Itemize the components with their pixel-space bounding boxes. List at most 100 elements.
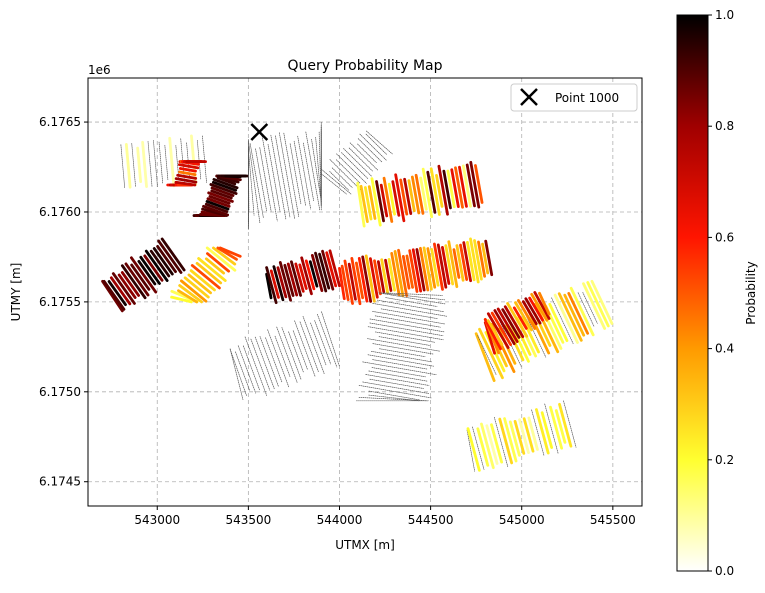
flight-line-point-series (276, 266, 288, 299)
flight-line-point-series (518, 418, 530, 454)
flight-line-point-series (540, 411, 554, 449)
flight-line-point-series (375, 331, 436, 343)
flight-line-point-series (210, 186, 235, 197)
flight-line-point-series (367, 338, 441, 352)
flight-line-point-series (354, 261, 365, 300)
flight-line-point-series (300, 256, 313, 296)
flight-line-point-series (442, 169, 452, 210)
flight-line-point-series (147, 141, 153, 187)
flight-line-point-series (170, 295, 193, 304)
flight-line-point-series (375, 180, 385, 223)
flight-line-point-series (411, 248, 423, 293)
colorbar-tick-label: 0.4 (715, 342, 734, 356)
flight-line-point-series (357, 138, 383, 163)
flight-line-point-series (372, 303, 448, 317)
flight-line-point-series (120, 264, 147, 300)
flight-line-point-series (357, 257, 369, 303)
flight-line-point-series (209, 183, 238, 195)
x-tick-label: 544500 (408, 513, 454, 527)
flight-line-point-series (348, 147, 373, 172)
flight-line-point-series (469, 237, 480, 284)
y-tick-label: 6.1760 (39, 205, 81, 219)
flight-line-point-series (517, 299, 537, 330)
flight-line-point-series (454, 166, 464, 209)
flight-line-point-series (283, 132, 300, 217)
flight-line-point-series (397, 248, 409, 297)
flight-line-point-series (255, 148, 268, 212)
flight-line-point-series (514, 301, 533, 332)
flight-line-point-series (549, 405, 564, 450)
flight-line-point-series (343, 148, 373, 177)
flight-line-point-series (107, 280, 127, 307)
flight-line-point-series (141, 140, 148, 188)
flight-line-point-series (493, 309, 516, 346)
flight-line-point-series (149, 249, 171, 278)
flight-line-point-series (314, 320, 332, 365)
flight-line-point-series (272, 265, 285, 302)
flight-line-point-series (206, 252, 231, 273)
flight-line-point-series (530, 292, 549, 322)
flight-line-point-series (368, 370, 428, 382)
legend-box (510, 83, 638, 112)
flight-line-point-series (527, 416, 539, 451)
flight-line-point-series (130, 256, 158, 294)
flight-line-point-series (267, 329, 290, 388)
flight-line-point-series (477, 240, 487, 278)
chart-title: Query Probability Map (288, 58, 443, 74)
flight-line-point-series (582, 282, 607, 330)
flight-line-point-series (558, 402, 573, 448)
flight-line-point-series (208, 194, 231, 205)
flight-line-point-series (216, 246, 238, 261)
flight-line-point-series (382, 176, 394, 223)
flight-line-point-series (229, 348, 244, 400)
flight-line-point-series (393, 250, 405, 298)
flight-line-point-series (590, 279, 614, 325)
flight-line-point-series (275, 135, 291, 218)
flight-line-point-series (483, 318, 502, 351)
flight-line-point-series (362, 361, 437, 376)
flight-line-point-series (299, 321, 319, 373)
flight-line-point-series (577, 292, 595, 328)
flight-line-point-series (414, 173, 425, 215)
flight-line-point-series (465, 163, 476, 208)
flight-line-point-series (235, 351, 250, 391)
flight-line-point-series (205, 246, 237, 272)
flight-line-point-series (435, 174, 444, 208)
flight-line-point-series (508, 420, 521, 457)
flight-line-point-series (242, 345, 260, 391)
flight-line-point-series (369, 378, 424, 389)
flight-line-point-series (294, 262, 305, 293)
flight-line-point-series (210, 189, 233, 200)
flight-line-point-series (554, 409, 567, 444)
flight-line-point-series (407, 179, 416, 213)
flight-line-point-series (369, 322, 444, 337)
flight-line-point-series (117, 273, 137, 299)
flight-line-point-series (136, 146, 143, 184)
flight-line-point-series (359, 133, 387, 161)
flight-line-point-series (101, 279, 124, 313)
flight-line-point-series (374, 315, 441, 328)
flight-line-point-series (359, 184, 369, 223)
flight-line-point-series (204, 202, 229, 214)
flight-line-point-series (387, 182, 396, 216)
flight-line-point-series (294, 320, 316, 377)
flight-line-point-series (369, 318, 445, 333)
colorbar-gradient (676, 14, 709, 572)
flight-line-point-series (405, 254, 414, 289)
colorbar-tick-label: 0.0 (715, 564, 734, 578)
flight-line-point-series (314, 251, 328, 293)
flight-line-point-series (415, 248, 426, 292)
flight-line-point-series (462, 241, 472, 283)
flight-line-point-series (176, 173, 198, 180)
x-axis-label: UTMX [m] (335, 538, 395, 552)
flight-line-point-series (341, 152, 369, 179)
flight-line-point-series (390, 252, 401, 297)
flight-line-point-series (298, 263, 308, 290)
flight-line-point-series (269, 269, 280, 299)
flight-line-point-series (531, 409, 545, 456)
flight-line-point-series (441, 246, 451, 285)
flight-line-point-series (336, 153, 367, 184)
flight-line-point-series (308, 260, 319, 288)
flight-line-point-series (494, 417, 509, 468)
